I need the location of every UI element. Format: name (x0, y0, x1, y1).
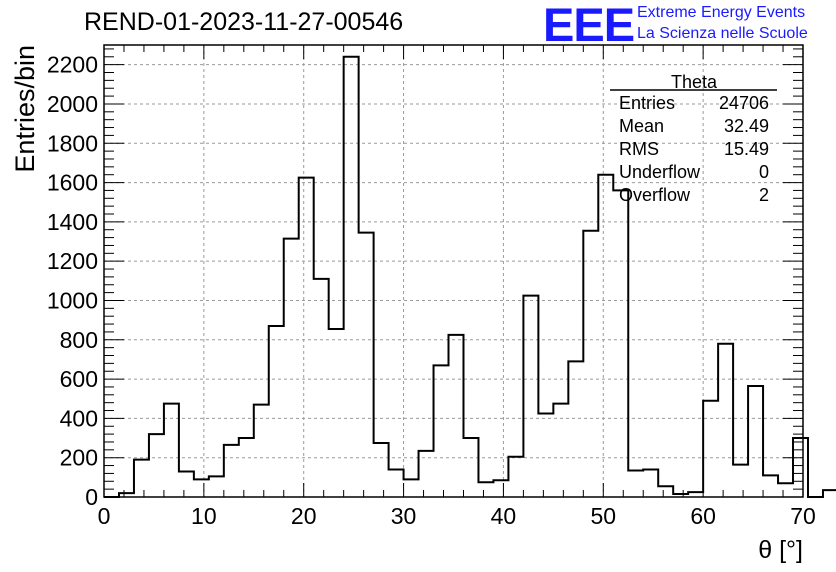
stats-value: 24706 (718, 93, 769, 113)
x-axis-label: θ [°] (758, 536, 803, 564)
plot-frame (103, 44, 804, 498)
y-axis-label: Entries/bin (10, 45, 40, 173)
x-tick-label: 10 (191, 503, 217, 529)
x-tick-label: 0 (98, 503, 111, 529)
histogram-line (104, 55, 836, 498)
grid-lines (104, 45, 803, 497)
x-tick-label: 70 (790, 503, 816, 529)
logo-line-1: Extreme Energy Events (637, 4, 806, 21)
histogram-title: REND-01-2023-11-27-00546 (84, 8, 404, 36)
x-tick-label: 50 (590, 503, 616, 529)
stats-key: Entries (619, 93, 676, 113)
axes: 0 10 20 30 40 50 60 700200400600800100012001400… (10, 44, 816, 564)
y-tick-label: 800 (60, 327, 98, 353)
y-tick-label: 1200 (47, 248, 98, 274)
y-tick-label: 0 (85, 484, 98, 510)
y-tick-label: 1000 (47, 287, 98, 313)
y-tick-label: 600 (60, 366, 98, 392)
y-tick-label: 1600 (47, 170, 98, 196)
stats-value: 32.49 (723, 116, 769, 136)
stats-key: RMS (619, 139, 659, 159)
y-tick-label: 2000 (47, 91, 98, 117)
x-tick-label: 30 (391, 503, 417, 529)
stats-key: Underflow (619, 162, 701, 182)
stats-key: Mean (619, 116, 665, 136)
logo-line-2: La Scienza nelle Scuole (637, 25, 808, 42)
stats-value: 2 (758, 185, 769, 205)
y-tick-label: 200 (60, 445, 98, 471)
y-tick-label: 1400 (47, 209, 98, 235)
x-tick-label: 60 (690, 503, 716, 529)
stats-key: Overflow (619, 185, 691, 205)
x-tick-label: 40 (491, 503, 517, 529)
y-tick-label: 400 (60, 405, 98, 431)
stats-value: 0 (758, 162, 769, 182)
x-tick-label: 20 (291, 503, 317, 529)
eee-logo: EEE (543, 0, 635, 51)
stats-value: 15.49 (723, 139, 769, 159)
histogram-series (104, 55, 836, 498)
y-tick-label: 1800 (47, 130, 98, 156)
stats-box-title: Theta (670, 72, 718, 92)
y-tick-label: 2200 (47, 52, 98, 78)
